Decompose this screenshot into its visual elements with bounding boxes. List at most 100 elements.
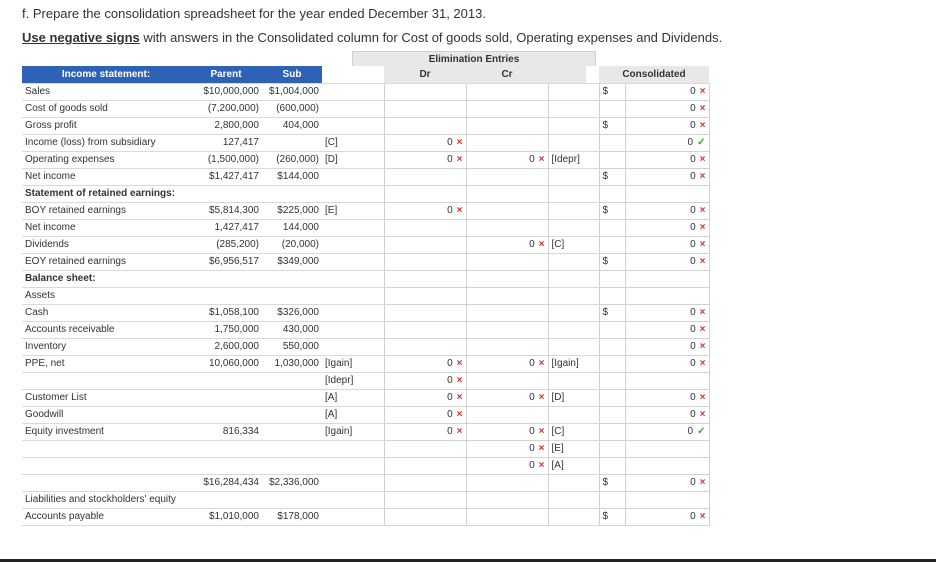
dr-reference: [A] <box>322 389 384 407</box>
cr-answer-input[interactable] <box>465 320 549 339</box>
cr-answer-input[interactable] <box>465 167 549 186</box>
dr-answer-input[interactable] <box>383 490 467 509</box>
consolidated-answer-input[interactable]: 0 × <box>624 303 710 322</box>
dr-answer-input[interactable]: 0 × <box>383 201 467 220</box>
row-label: Income (loss) from subsidiary <box>22 134 190 152</box>
cr-answer-input[interactable]: 0 × <box>465 439 549 458</box>
cr-answer-input[interactable] <box>465 371 549 390</box>
dr-reference <box>322 304 384 322</box>
dr-answer-input[interactable] <box>383 320 467 339</box>
consolidated-answer-input[interactable]: 0 × <box>624 201 710 220</box>
cr-answer-input[interactable] <box>465 286 549 305</box>
instructions: Use negative signs with answers in the C… <box>22 30 722 45</box>
consolidated-answer-input[interactable]: 0 × <box>624 82 710 101</box>
cr-answer-input[interactable] <box>465 82 549 101</box>
consolidated-answer-input[interactable] <box>624 439 710 458</box>
consolidated-answer-input[interactable] <box>624 371 710 390</box>
dr-answer-input[interactable] <box>383 303 467 322</box>
dr-answer-input[interactable] <box>383 167 467 186</box>
consolidated-answer-value: 0 <box>690 358 696 369</box>
consolidated-answer-input[interactable]: 0 × <box>624 218 710 237</box>
dr-reference <box>322 287 384 305</box>
dr-answer-input[interactable] <box>383 99 467 118</box>
dr-answer-input[interactable] <box>383 184 467 203</box>
sub-value: $2,336,000 <box>262 474 322 492</box>
cr-answer-input[interactable]: 0 × <box>465 456 549 475</box>
dr-answer-input[interactable]: 0 × <box>383 388 467 407</box>
dr-answer-input[interactable]: 0 × <box>383 133 467 152</box>
consolidated-answer-value: 0 <box>690 477 696 488</box>
cross-icon: × <box>538 426 545 437</box>
cr-reference <box>548 134 586 152</box>
consolidated-answer-input[interactable]: 0 ✓ <box>624 422 710 441</box>
sub-value: (600,000) <box>262 100 322 118</box>
cr-answer-input[interactable] <box>465 218 549 237</box>
cr-answer-input[interactable] <box>465 337 549 356</box>
cr-answer-input[interactable] <box>465 405 549 424</box>
cr-answer-input[interactable] <box>465 473 549 492</box>
cr-answer-input[interactable]: 0 × <box>465 354 549 373</box>
consolidated-answer-input[interactable] <box>624 456 710 475</box>
consolidated-dollar <box>598 490 626 509</box>
dr-answer-input[interactable] <box>383 218 467 237</box>
dr-answer-input[interactable] <box>383 82 467 101</box>
cr-answer-input[interactable]: 0 × <box>465 388 549 407</box>
cr-answer-input[interactable] <box>465 303 549 322</box>
consolidated-answer-input[interactable] <box>624 269 710 288</box>
dr-answer-input[interactable] <box>383 286 467 305</box>
dr-reference: [D] <box>322 151 384 169</box>
consolidated-dollar <box>598 320 626 339</box>
consolidated-answer-input[interactable]: 0 ✓ <box>624 133 710 152</box>
header-parent: Parent <box>190 66 262 84</box>
consolidated-answer-input[interactable]: 0 × <box>624 507 710 526</box>
dr-answer-input[interactable]: 0 × <box>383 354 467 373</box>
spacer <box>586 440 599 458</box>
cr-answer-input[interactable] <box>465 133 549 152</box>
dr-answer-input[interactable] <box>383 337 467 356</box>
dr-answer-input[interactable] <box>383 507 467 526</box>
consolidated-answer-input[interactable]: 0 × <box>624 337 710 356</box>
cr-answer-input[interactable]: 0 × <box>465 422 549 441</box>
consolidated-answer-value: 0 <box>687 137 694 148</box>
consolidated-answer-input[interactable] <box>624 286 710 305</box>
consolidated-answer-input[interactable]: 0 × <box>624 320 710 339</box>
dr-answer-input[interactable]: 0 × <box>383 371 467 390</box>
consolidated-answer-input[interactable]: 0 × <box>624 388 710 407</box>
cr-answer-input[interactable] <box>465 252 549 271</box>
dr-answer-input[interactable] <box>383 252 467 271</box>
consolidated-answer-input[interactable]: 0 × <box>624 354 710 373</box>
dr-answer-input[interactable] <box>383 235 467 254</box>
dr-answer-input[interactable]: 0 × <box>383 150 467 169</box>
cr-answer-input[interactable] <box>465 507 549 526</box>
cr-answer-input[interactable] <box>465 184 549 203</box>
cr-answer-input[interactable] <box>465 269 549 288</box>
parent-value <box>190 185 262 203</box>
cr-answer-input[interactable] <box>465 116 549 135</box>
consolidated-answer-input[interactable]: 0 × <box>624 116 710 135</box>
dr-answer-input[interactable] <box>383 473 467 492</box>
consolidated-dollar: $ <box>598 167 626 186</box>
dr-answer-input[interactable] <box>383 456 467 475</box>
dr-answer-input[interactable]: 0 × <box>383 405 467 424</box>
cr-answer-input[interactable]: 0 × <box>465 235 549 254</box>
cr-answer-input[interactable] <box>465 201 549 220</box>
cross-icon: × <box>699 392 706 403</box>
consolidated-answer-input[interactable]: 0 × <box>624 405 710 424</box>
cr-answer-input[interactable]: 0 × <box>465 150 549 169</box>
consolidated-answer-input[interactable]: 0 × <box>624 235 710 254</box>
consolidated-answer-input[interactable]: 0 × <box>624 167 710 186</box>
consolidated-answer-value: 0 <box>690 324 696 335</box>
dr-answer-input[interactable] <box>383 269 467 288</box>
consolidated-answer-input[interactable]: 0 × <box>624 252 710 271</box>
consolidated-answer-input[interactable]: 0 × <box>624 150 710 169</box>
consolidated-answer-input[interactable] <box>624 490 710 509</box>
consolidated-dollar: $ <box>598 473 626 492</box>
dr-answer-input[interactable] <box>383 116 467 135</box>
dr-answer-input[interactable] <box>383 439 467 458</box>
consolidated-answer-input[interactable]: 0 × <box>624 99 710 118</box>
cr-answer-input[interactable] <box>465 490 549 509</box>
dr-answer-input[interactable]: 0 × <box>383 422 467 441</box>
consolidated-answer-input[interactable] <box>624 184 710 203</box>
cr-answer-input[interactable] <box>465 99 549 118</box>
consolidated-answer-input[interactable]: 0 × <box>624 473 710 492</box>
